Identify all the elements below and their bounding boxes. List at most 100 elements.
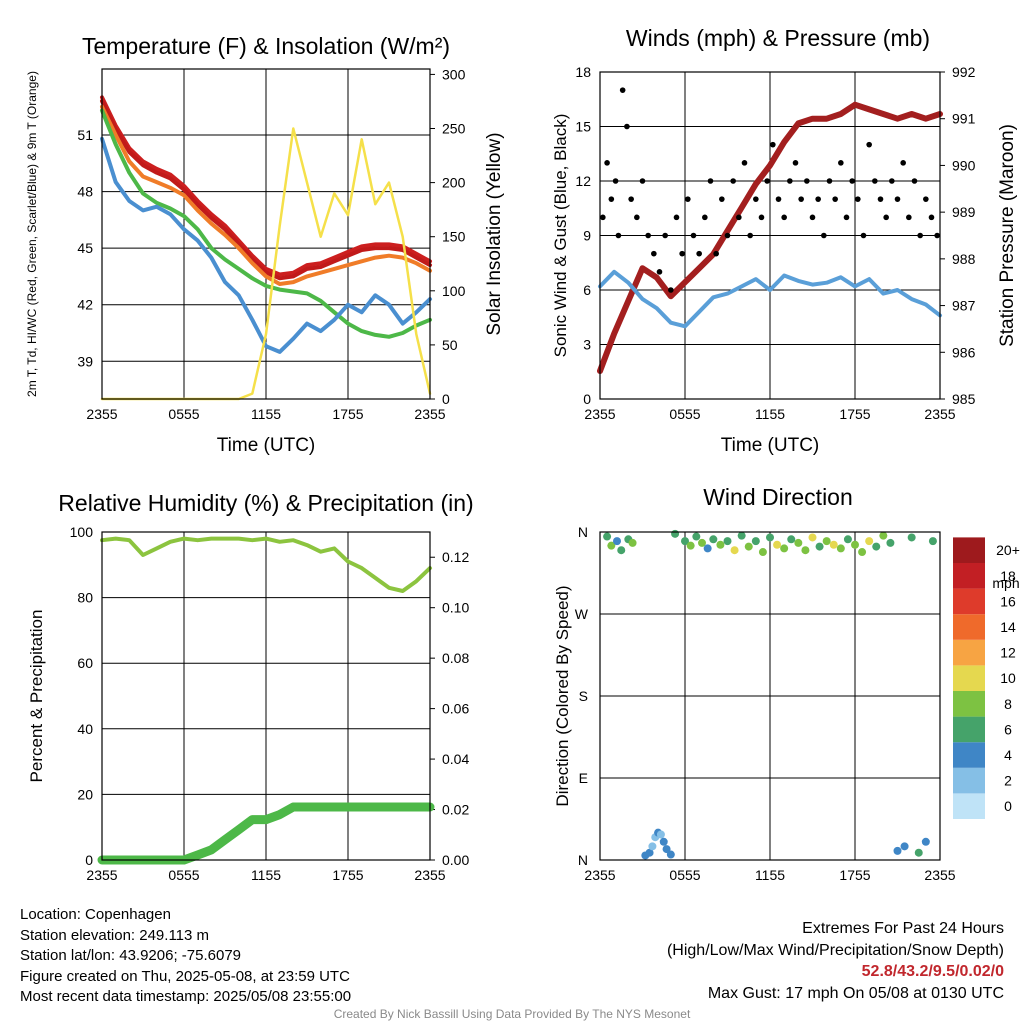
max-gust-text: Max Gust: 17 mph On 05/08 at 0130 UTC [707, 984, 1004, 1002]
y-axis-label: 2m T, Td, HI/WC (Red, Green, Scarlet/Blu… [25, 71, 39, 397]
data-point [917, 232, 923, 239]
location-text: Location: Copenhagen [20, 906, 171, 923]
extremes-title: Extremes For Past 24 Hours [802, 920, 1004, 937]
y2-tick-label: 300 [442, 66, 466, 82]
data-point [808, 533, 817, 542]
y2-tick-label: 0.04 [442, 751, 469, 767]
series-line [100, 99, 432, 281]
data-point [751, 537, 760, 546]
series-station-pressure [597, 101, 943, 374]
data-point [617, 546, 626, 555]
data-point [741, 160, 748, 166]
data-point [889, 178, 895, 184]
y2-tick-label: 989 [952, 204, 976, 220]
data-point [648, 842, 657, 851]
data-point [851, 540, 859, 549]
y2-tick-label: 100 [442, 283, 466, 299]
data-point [798, 196, 804, 202]
y2-tick-label: 985 [952, 391, 976, 407]
y-tick-label: N [578, 852, 588, 868]
colorbar-swatch [953, 767, 985, 794]
x-tick-label: 0555 [168, 406, 199, 422]
data-point [666, 850, 675, 859]
data-point [716, 540, 725, 549]
extremes-panel: Extremes For Past 24 Hours (High/Low/Max… [667, 918, 1004, 1004]
data-point [815, 542, 824, 551]
plot-frame [101, 531, 431, 861]
data-point [730, 546, 739, 555]
y2-tick-label: 0.00 [442, 852, 469, 868]
data-point [914, 848, 923, 857]
data-point [628, 196, 634, 202]
y-tick-label: 0 [85, 852, 93, 868]
data-point [815, 196, 821, 202]
data-point [696, 250, 702, 257]
data-point [668, 287, 674, 293]
series-relative-humidity [100, 536, 432, 593]
series-wind-chill [100, 136, 432, 354]
data-point [770, 141, 776, 148]
data-point [906, 214, 912, 221]
data-point [764, 178, 770, 184]
data-point [836, 544, 845, 553]
y2-tick-label: 0.10 [442, 600, 469, 616]
colorbar-swatch [953, 691, 985, 717]
y2-tick-label: 50 [442, 337, 458, 353]
y2-tick-label: 0.06 [442, 701, 469, 717]
colorbar-swatch [953, 793, 985, 819]
y-tick-label: 9 [583, 228, 591, 244]
y-tick-label: 40 [77, 721, 93, 737]
data-point [792, 160, 799, 166]
y-tick-label: 6 [583, 282, 591, 298]
y-tick-label: 51 [77, 127, 93, 143]
data-point [736, 214, 742, 221]
data-point [928, 537, 937, 546]
colorbar-label: 12 [1000, 645, 1016, 661]
data-point [713, 250, 719, 257]
data-point [866, 141, 872, 148]
colorbar-label: 2 [1004, 773, 1012, 789]
y-tick-label: 12 [575, 173, 591, 189]
latlon-text: Station lat/lon: 43.9206; -75.6079 [20, 947, 242, 964]
data-point [787, 178, 793, 184]
data-point [860, 232, 867, 239]
colorbar-label: 20+ [996, 542, 1020, 558]
data-point [628, 538, 637, 547]
elevation-text: Station elevation: 249.113 m [20, 926, 210, 944]
x-tick-label: 2355 [924, 867, 955, 883]
data-point [928, 214, 935, 221]
y-tick-label: S [579, 688, 588, 704]
x-axis-label: Time (UTC) [217, 435, 316, 456]
colorbar-label: 16 [1000, 593, 1016, 609]
data-point [843, 535, 852, 544]
data-point [855, 196, 861, 202]
data-point [662, 232, 668, 239]
y2-tick-label: 988 [952, 251, 976, 267]
data-point [773, 540, 782, 549]
y2-tick-label: 150 [442, 229, 466, 245]
y2-tick-label: 0.02 [442, 802, 469, 818]
data-point [893, 846, 902, 855]
data-point [794, 538, 803, 547]
y2-tick-label: 991 [952, 111, 976, 127]
y-tick-label: 3 [583, 337, 591, 353]
y2-tick-label: 0.12 [442, 549, 469, 565]
data-point [612, 178, 619, 184]
series-2m-t [100, 95, 432, 277]
y2-tick-label: 987 [952, 298, 976, 314]
data-point [679, 250, 685, 257]
colorbar-swatch [953, 716, 985, 743]
colorbar-label: 4 [1004, 747, 1012, 763]
created-text: Figure created on Thu, 2025-05-08, at 23… [20, 967, 350, 985]
data-point [723, 537, 732, 546]
data-point [883, 214, 889, 221]
y-axis-label: Direction (Colored By Speed) [553, 585, 572, 806]
data-point [872, 542, 881, 551]
series-line [100, 95, 432, 277]
y2-tick-label: 0 [442, 391, 450, 407]
data-point [758, 548, 767, 557]
x-tick-label: 1155 [755, 406, 785, 422]
data-point [692, 532, 701, 541]
data-point [724, 232, 731, 239]
colorbar-label: 0 [1004, 798, 1012, 814]
